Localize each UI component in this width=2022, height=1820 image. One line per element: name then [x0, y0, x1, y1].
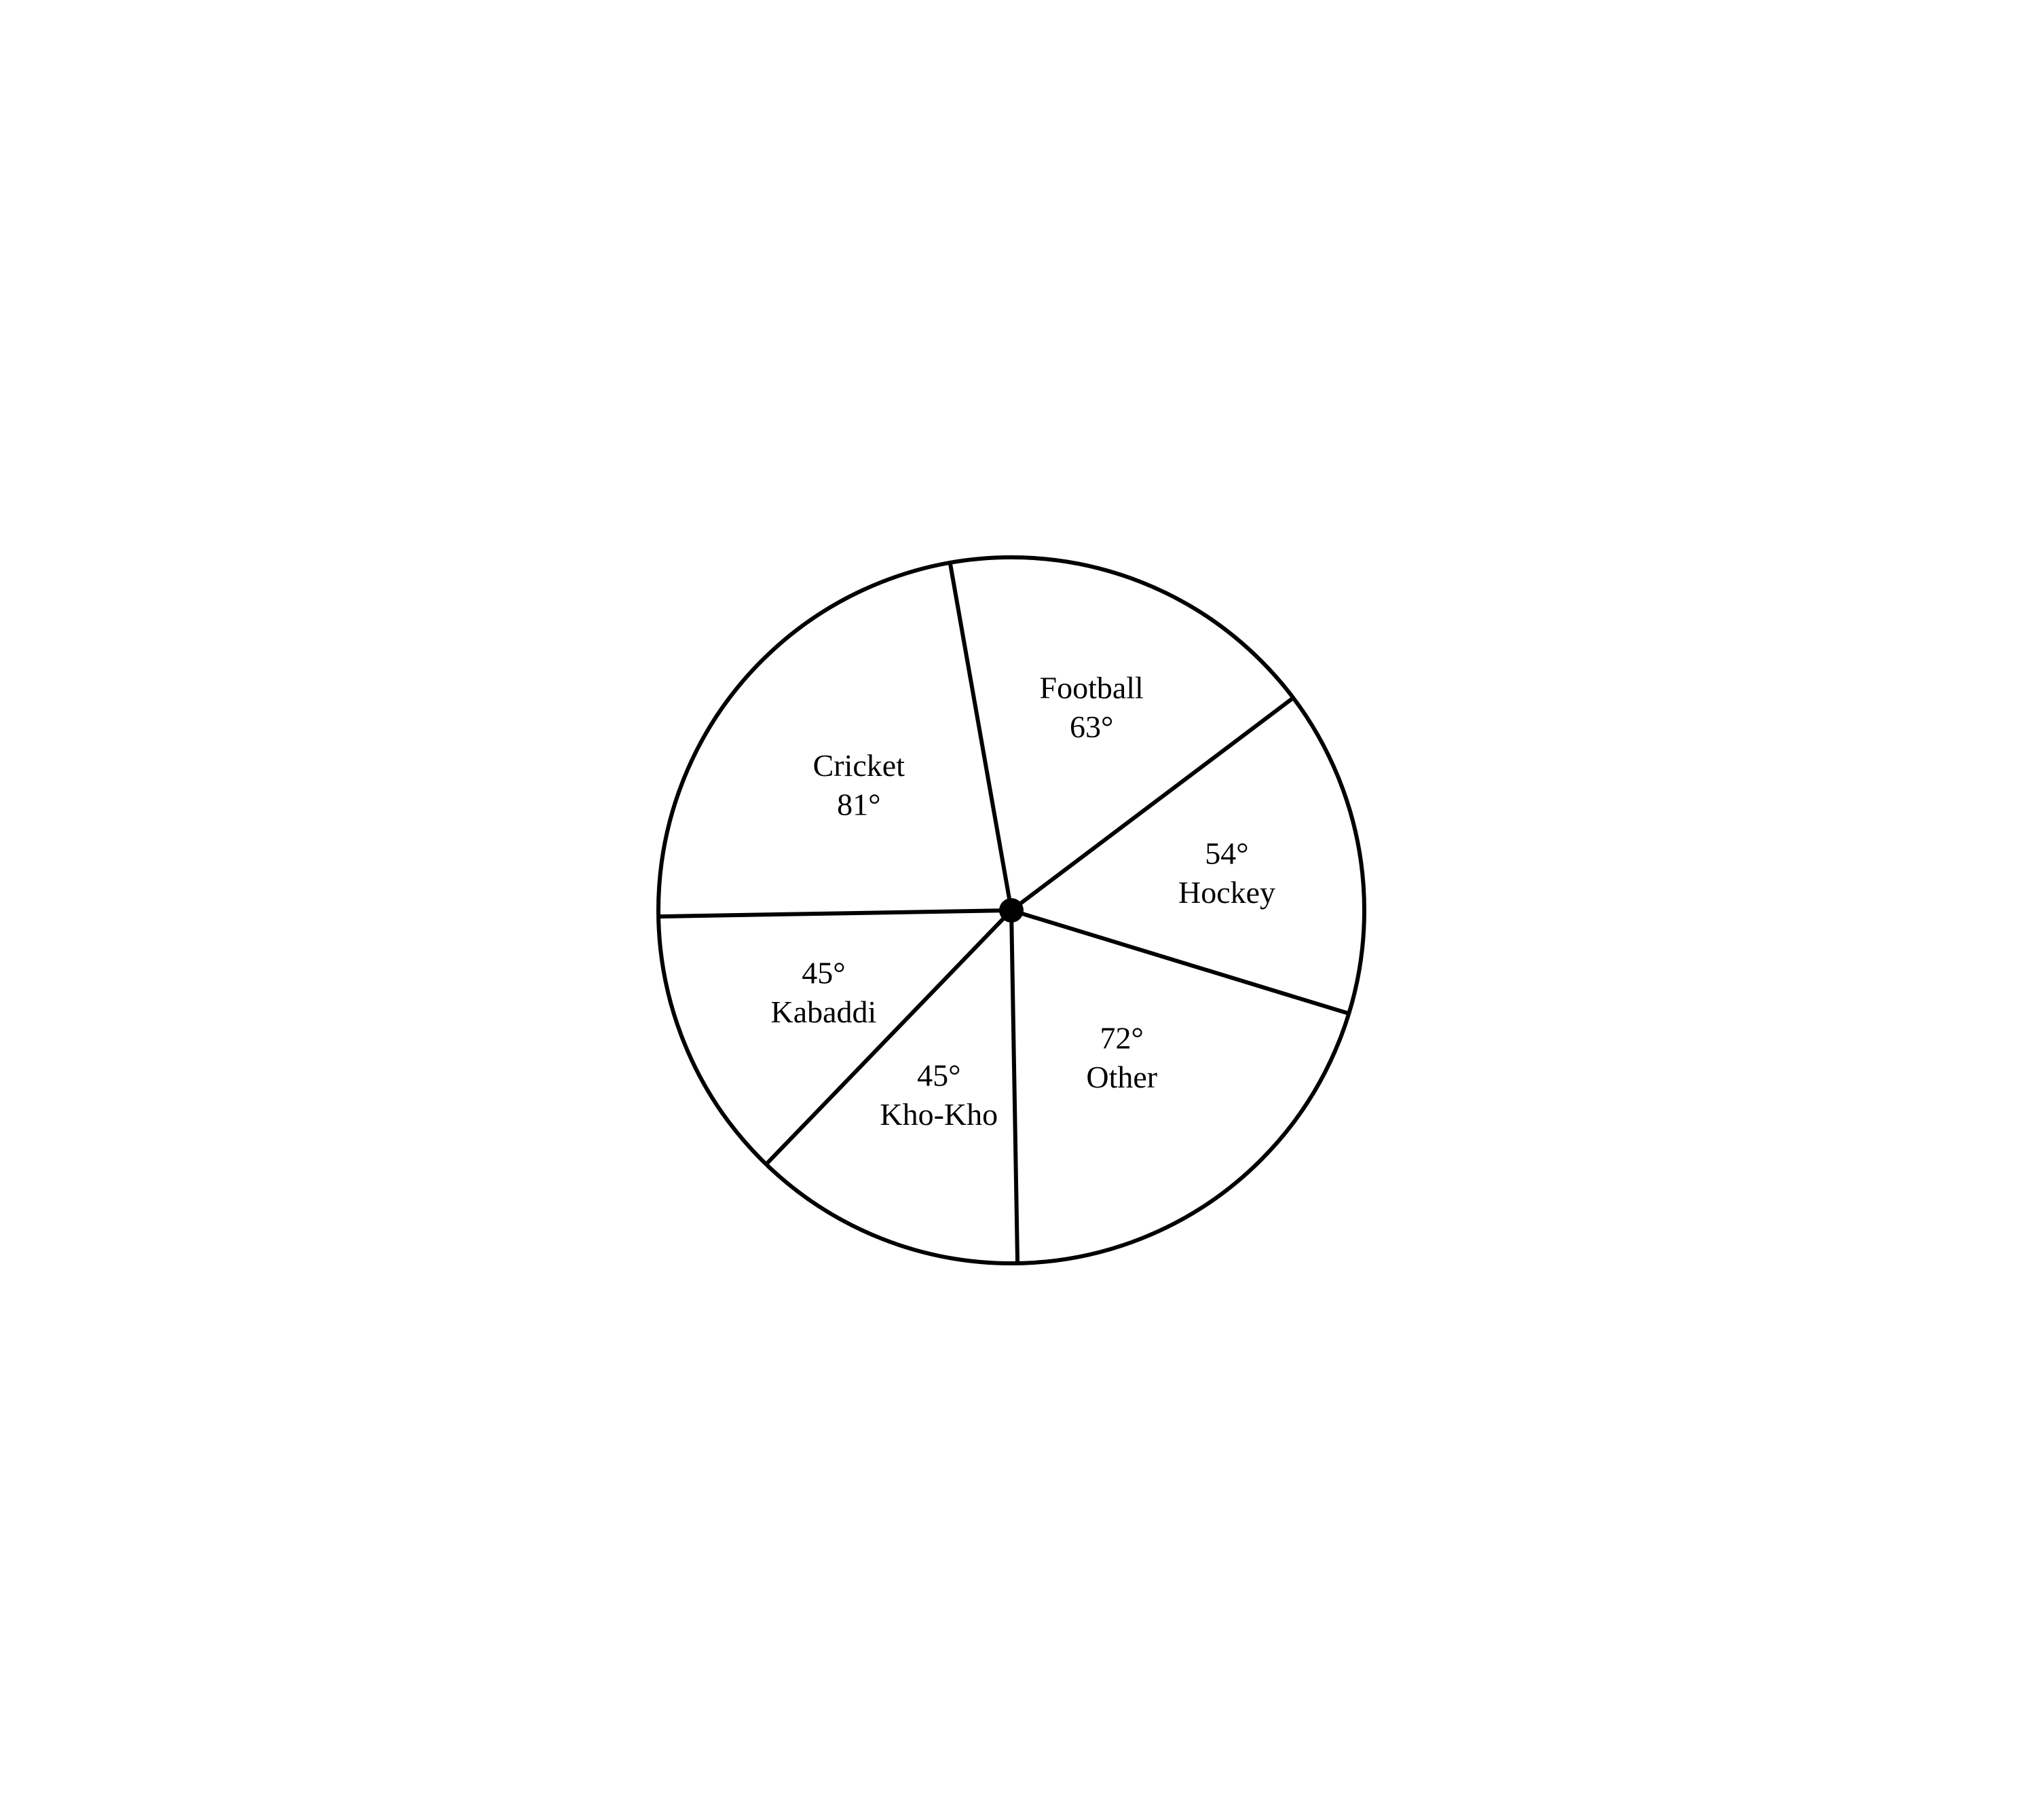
slice-angle-label: 45° [802, 955, 845, 990]
slice-label-group: Football 63° [1039, 670, 1143, 743]
slice-label-group: 72° Other [1086, 1020, 1157, 1094]
slice-angle-label: 72° [1100, 1020, 1143, 1055]
slice-name-label: Kho-Kho [880, 1096, 998, 1131]
slice-label-group: Cricket 81° [812, 748, 905, 822]
slice-angle-label: 45° [917, 1058, 960, 1092]
slice-name-label: Cricket [812, 748, 905, 783]
slice-divider [950, 562, 1011, 910]
slice-label-group: 45° Kabaddi [770, 955, 876, 1029]
slice-name-label: Football [1039, 670, 1143, 705]
slice-name-label: Kabaddi [770, 995, 876, 1029]
slice-label-group: 45° Kho-Kho [880, 1058, 998, 1132]
slice-angle-label: 54° [1205, 836, 1248, 870]
slice-divider [658, 910, 1011, 916]
slice-name-label: Other [1086, 1059, 1157, 1094]
slice-divider [1011, 910, 1349, 1014]
pie-chart-svg: Football63°54°Hockey72°Other45°Kho-Kho45… [604, 503, 1419, 1318]
slice-angle-label: 81° [837, 787, 880, 821]
slice-divider [1011, 910, 1017, 1263]
slice-angle-label: 63° [1069, 709, 1112, 743]
slice-label-group: 54° Hockey [1178, 836, 1275, 910]
slice-name-label: Hockey [1178, 874, 1275, 909]
pie-chart-container: Football63°54°Hockey72°Other45°Kho-Kho45… [604, 503, 1419, 1318]
center-dot [999, 898, 1024, 923]
